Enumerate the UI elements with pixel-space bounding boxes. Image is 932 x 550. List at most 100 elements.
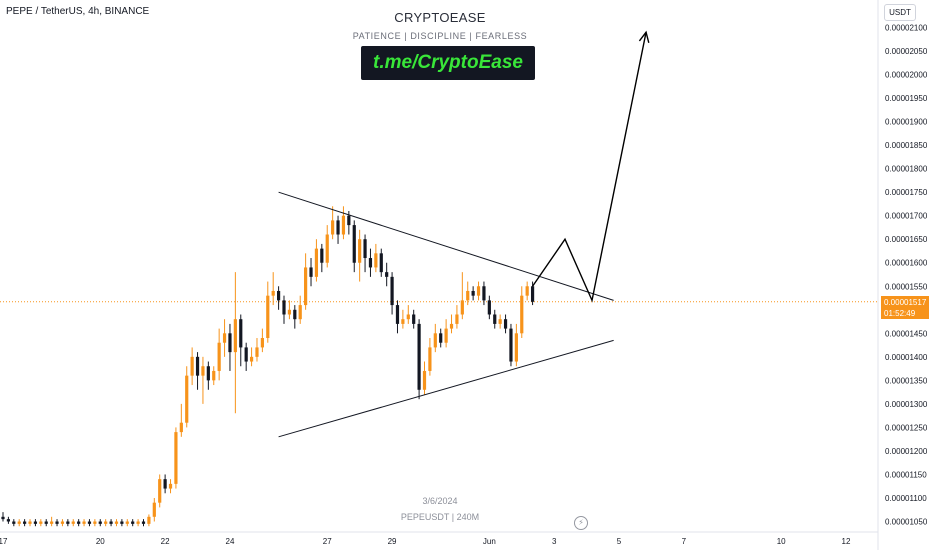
x-tick-label: 22 (161, 537, 170, 546)
candle-body (114, 521, 119, 524)
candle-body (271, 290, 275, 296)
candle-body (50, 521, 54, 524)
candle-body (401, 319, 405, 324)
y-tick-label: 0.00001300 (885, 400, 928, 409)
y-tick-label: 0.00001400 (885, 353, 928, 362)
candle-body (195, 356, 200, 376)
x-tick-label: 10 (777, 537, 786, 546)
candle-body (509, 328, 513, 362)
candle-body (466, 290, 470, 301)
candle-body (260, 338, 264, 348)
candle-body (385, 272, 389, 277)
candle-body (33, 521, 38, 524)
projection-path (532, 32, 647, 303)
y-tick-label: 0.00001250 (885, 423, 928, 432)
y-tick-label: 0.00001200 (885, 447, 928, 456)
candle-body (314, 248, 319, 277)
candle-body (98, 521, 102, 524)
candle-body (249, 356, 254, 362)
candle-body (433, 333, 437, 348)
y-tick-label: 0.00001800 (885, 165, 928, 174)
candle-body (174, 432, 178, 484)
candle-body (422, 370, 427, 390)
candle-body (530, 286, 535, 302)
candle-body (476, 286, 481, 296)
candle-body (341, 215, 346, 235)
y-tick-label: 0.00001950 (885, 94, 928, 103)
y-tick-label: 0.00001350 (885, 376, 928, 385)
y-tick-label: 0.00001550 (885, 282, 928, 291)
candle-body (439, 333, 443, 343)
x-tick-label: 27 (323, 537, 332, 546)
y-tick-label: 0.00001650 (885, 235, 928, 244)
candle-body (104, 521, 108, 524)
candle-body (309, 267, 313, 277)
current-price-value: 0.00001517 (884, 298, 927, 307)
y-tick-label: 0.00001150 (885, 470, 927, 479)
currency-button[interactable]: USDT (884, 4, 916, 21)
watermark-date: 3/6/2024 (422, 496, 458, 506)
candle-body (444, 328, 448, 343)
candle-body (482, 286, 486, 301)
candle-body (152, 502, 156, 517)
candle-body (282, 300, 286, 315)
y-tick-label: 0.00001600 (885, 259, 928, 268)
x-tick-label: 12 (842, 537, 851, 546)
candle-body (1, 516, 5, 520)
candle-body (66, 521, 70, 524)
candle-body (363, 239, 367, 259)
candle-body (460, 300, 464, 315)
y-tick-label: 0.00002100 (885, 24, 928, 33)
candle-body (266, 295, 270, 339)
candle-body (233, 319, 237, 353)
candle-body (17, 521, 21, 524)
candle-body (390, 276, 394, 306)
candle-body (503, 319, 508, 329)
candle-body (222, 333, 227, 343)
x-tick-label: 7 (682, 537, 687, 546)
candle-body (168, 483, 173, 489)
candle-body (212, 370, 216, 381)
candle-body (298, 305, 302, 320)
y-tick-label: 0.00001900 (885, 118, 928, 127)
candle-body (428, 347, 432, 371)
candle-body (514, 333, 518, 362)
projection-arrowhead (638, 30, 650, 44)
candle-body (6, 519, 11, 522)
y-tick-label: 0.00001750 (885, 188, 928, 197)
candle-body (276, 290, 281, 301)
candle-body (347, 215, 351, 226)
candle-body (498, 319, 502, 324)
candle-body (293, 309, 297, 320)
candle-body (449, 323, 454, 329)
y-tick-label: 0.00001700 (885, 212, 928, 221)
candle-body (379, 253, 383, 273)
candle-body (109, 521, 113, 524)
candle-body (493, 314, 497, 324)
watermark-symbol: PEPEUSDT | 240M (400, 512, 480, 522)
candle-body (147, 516, 151, 524)
candle-body (60, 521, 65, 524)
x-tick-label: 24 (226, 537, 235, 546)
x-tick-label: 5 (617, 537, 622, 546)
candle-body (120, 521, 124, 524)
candle-body (23, 521, 27, 524)
telegram-link[interactable]: t.me/CryptoEase (361, 46, 535, 80)
y-tick-label: 0.00001100 (885, 494, 927, 503)
x-tick-label: 17 (0, 537, 8, 546)
candle-body (325, 234, 329, 263)
candle-body (55, 521, 59, 524)
candle-body (158, 479, 162, 503)
candle-body (304, 267, 308, 306)
candle-body (39, 521, 43, 524)
symbol-title: PEPE / TetherUS, 4h, BINANCE (6, 6, 150, 17)
candle-body (228, 333, 232, 353)
candle-body (44, 521, 48, 524)
candle-body (141, 521, 146, 524)
candle-body (125, 521, 129, 524)
lightning-icon[interactable]: ⚡ (574, 516, 588, 530)
y-tick-label: 0.00001450 (885, 329, 928, 338)
candle-body (417, 323, 421, 390)
candle-body (336, 220, 340, 235)
